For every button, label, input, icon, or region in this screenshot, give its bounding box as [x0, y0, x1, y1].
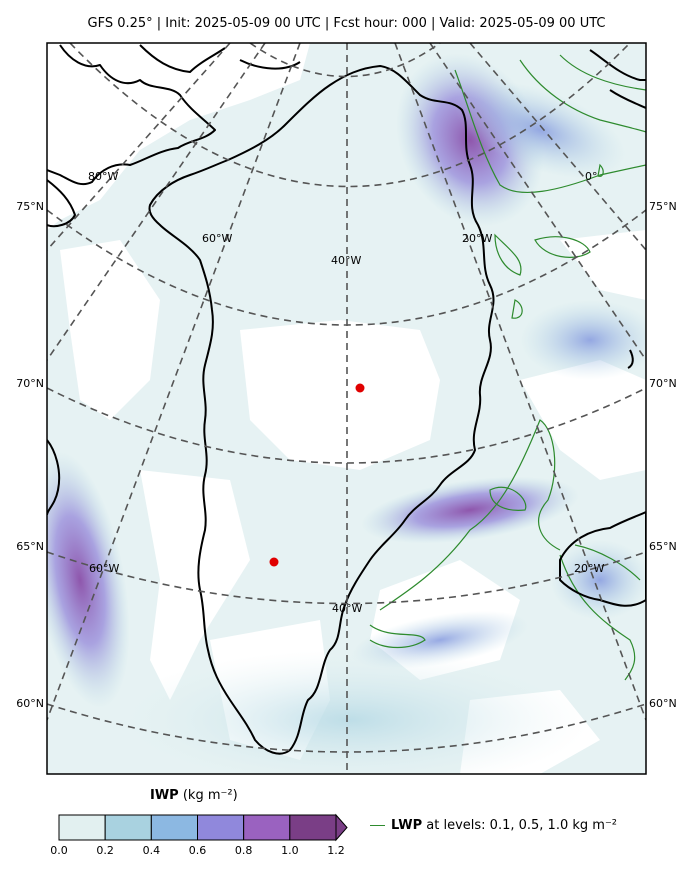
- colorbar-segment: [197, 814, 245, 841]
- colorbar-tick-label: 0.8: [235, 844, 253, 857]
- iwp-band-west: [47, 451, 130, 709]
- colorbar-tick-label: 1.0: [281, 844, 299, 857]
- lon-label-0: 0°: [585, 170, 598, 183]
- lat-label-65n-right: 65°N: [649, 540, 677, 553]
- colorbar-tick-label: 1.2: [327, 844, 345, 857]
- graticule: [47, 43, 646, 774]
- lat-label-60n-right: 60°N: [649, 697, 677, 710]
- colorbar-title-var: IWP: [150, 788, 179, 803]
- colorbar-tick-label: 0.4: [143, 844, 161, 857]
- iwp-band-iceland: [550, 540, 646, 620]
- lon-label-80w: 80°W: [88, 170, 118, 183]
- iwp-band-east: [520, 300, 646, 380]
- colorbar-segment: [289, 814, 337, 841]
- parallel-80N: [69, 43, 631, 188]
- colorbar-segment: [58, 814, 106, 841]
- meridian-0: [429, 43, 646, 361]
- iwp-colorbar: 0.0 0.2 0.4 0.6 0.8 1.0 1.2: [50, 813, 348, 857]
- lwp-legend-line: [370, 825, 385, 826]
- colorbar-segment: [104, 814, 152, 841]
- station-marker-south: [269, 557, 279, 567]
- lat-label-60n-left: 60°N: [16, 697, 44, 710]
- parallel-65N: [47, 551, 646, 605]
- colorbar-segment: [243, 814, 291, 841]
- lat-label-75n-left: 75°N: [16, 200, 44, 213]
- colorbar-tick-label: 0.6: [189, 844, 207, 857]
- iceland-coastline: [559, 511, 646, 607]
- lwp-legend-name: LWP: [391, 818, 423, 833]
- station-marker-north: [355, 383, 365, 393]
- colorbar-title: IWP (kg m⁻²): [150, 788, 238, 803]
- lon-label-20w-south: 20°W: [574, 562, 604, 575]
- colorbar-title-unit: (kg m⁻²): [178, 788, 238, 803]
- lon-label-60w-south: 60°W: [89, 562, 119, 575]
- meridian-80W: [47, 43, 266, 361]
- iwp-band-southeast: [360, 476, 580, 544]
- colorbar-extend-arrow: [335, 813, 348, 842]
- colorbar-tick-label: 0.0: [50, 844, 68, 857]
- iwp-haze-south: [110, 650, 590, 774]
- lat-label-75n-right: 75°N: [649, 200, 677, 213]
- lon-label-40w-south: 40°W: [332, 602, 362, 615]
- lat-label-70n-right: 70°N: [649, 377, 677, 390]
- lwp-legend: LWP at levels: 0.1, 0.5, 1.0 kg m⁻²: [370, 818, 617, 833]
- meridian-20W: [394, 43, 646, 721]
- iwp-band-north-extension: [454, 81, 626, 179]
- lwp-legend-text: at levels: 0.1, 0.5, 1.0 kg m⁻²: [422, 818, 618, 833]
- parallel-85N: [249, 43, 441, 78]
- lon-label-60w-north: 60°W: [202, 232, 232, 245]
- colorbar-tick-label: 0.2: [96, 844, 114, 857]
- meridian-60W: [47, 43, 301, 721]
- lat-label-70n-left: 70°N: [16, 377, 44, 390]
- lat-label-65n-left: 65°N: [16, 540, 44, 553]
- lon-label-20w-north: 20°W: [462, 232, 492, 245]
- parallel-70N: [47, 387, 646, 464]
- colorbar-segment: [150, 814, 198, 841]
- lwp-contours: [369, 54, 646, 681]
- map-title: GFS 0.25° | Init: 2025-05-09 00 UTC | Fc…: [87, 16, 606, 31]
- map-frame: [46, 42, 647, 775]
- lon-label-40w-north: 40°W: [331, 254, 361, 267]
